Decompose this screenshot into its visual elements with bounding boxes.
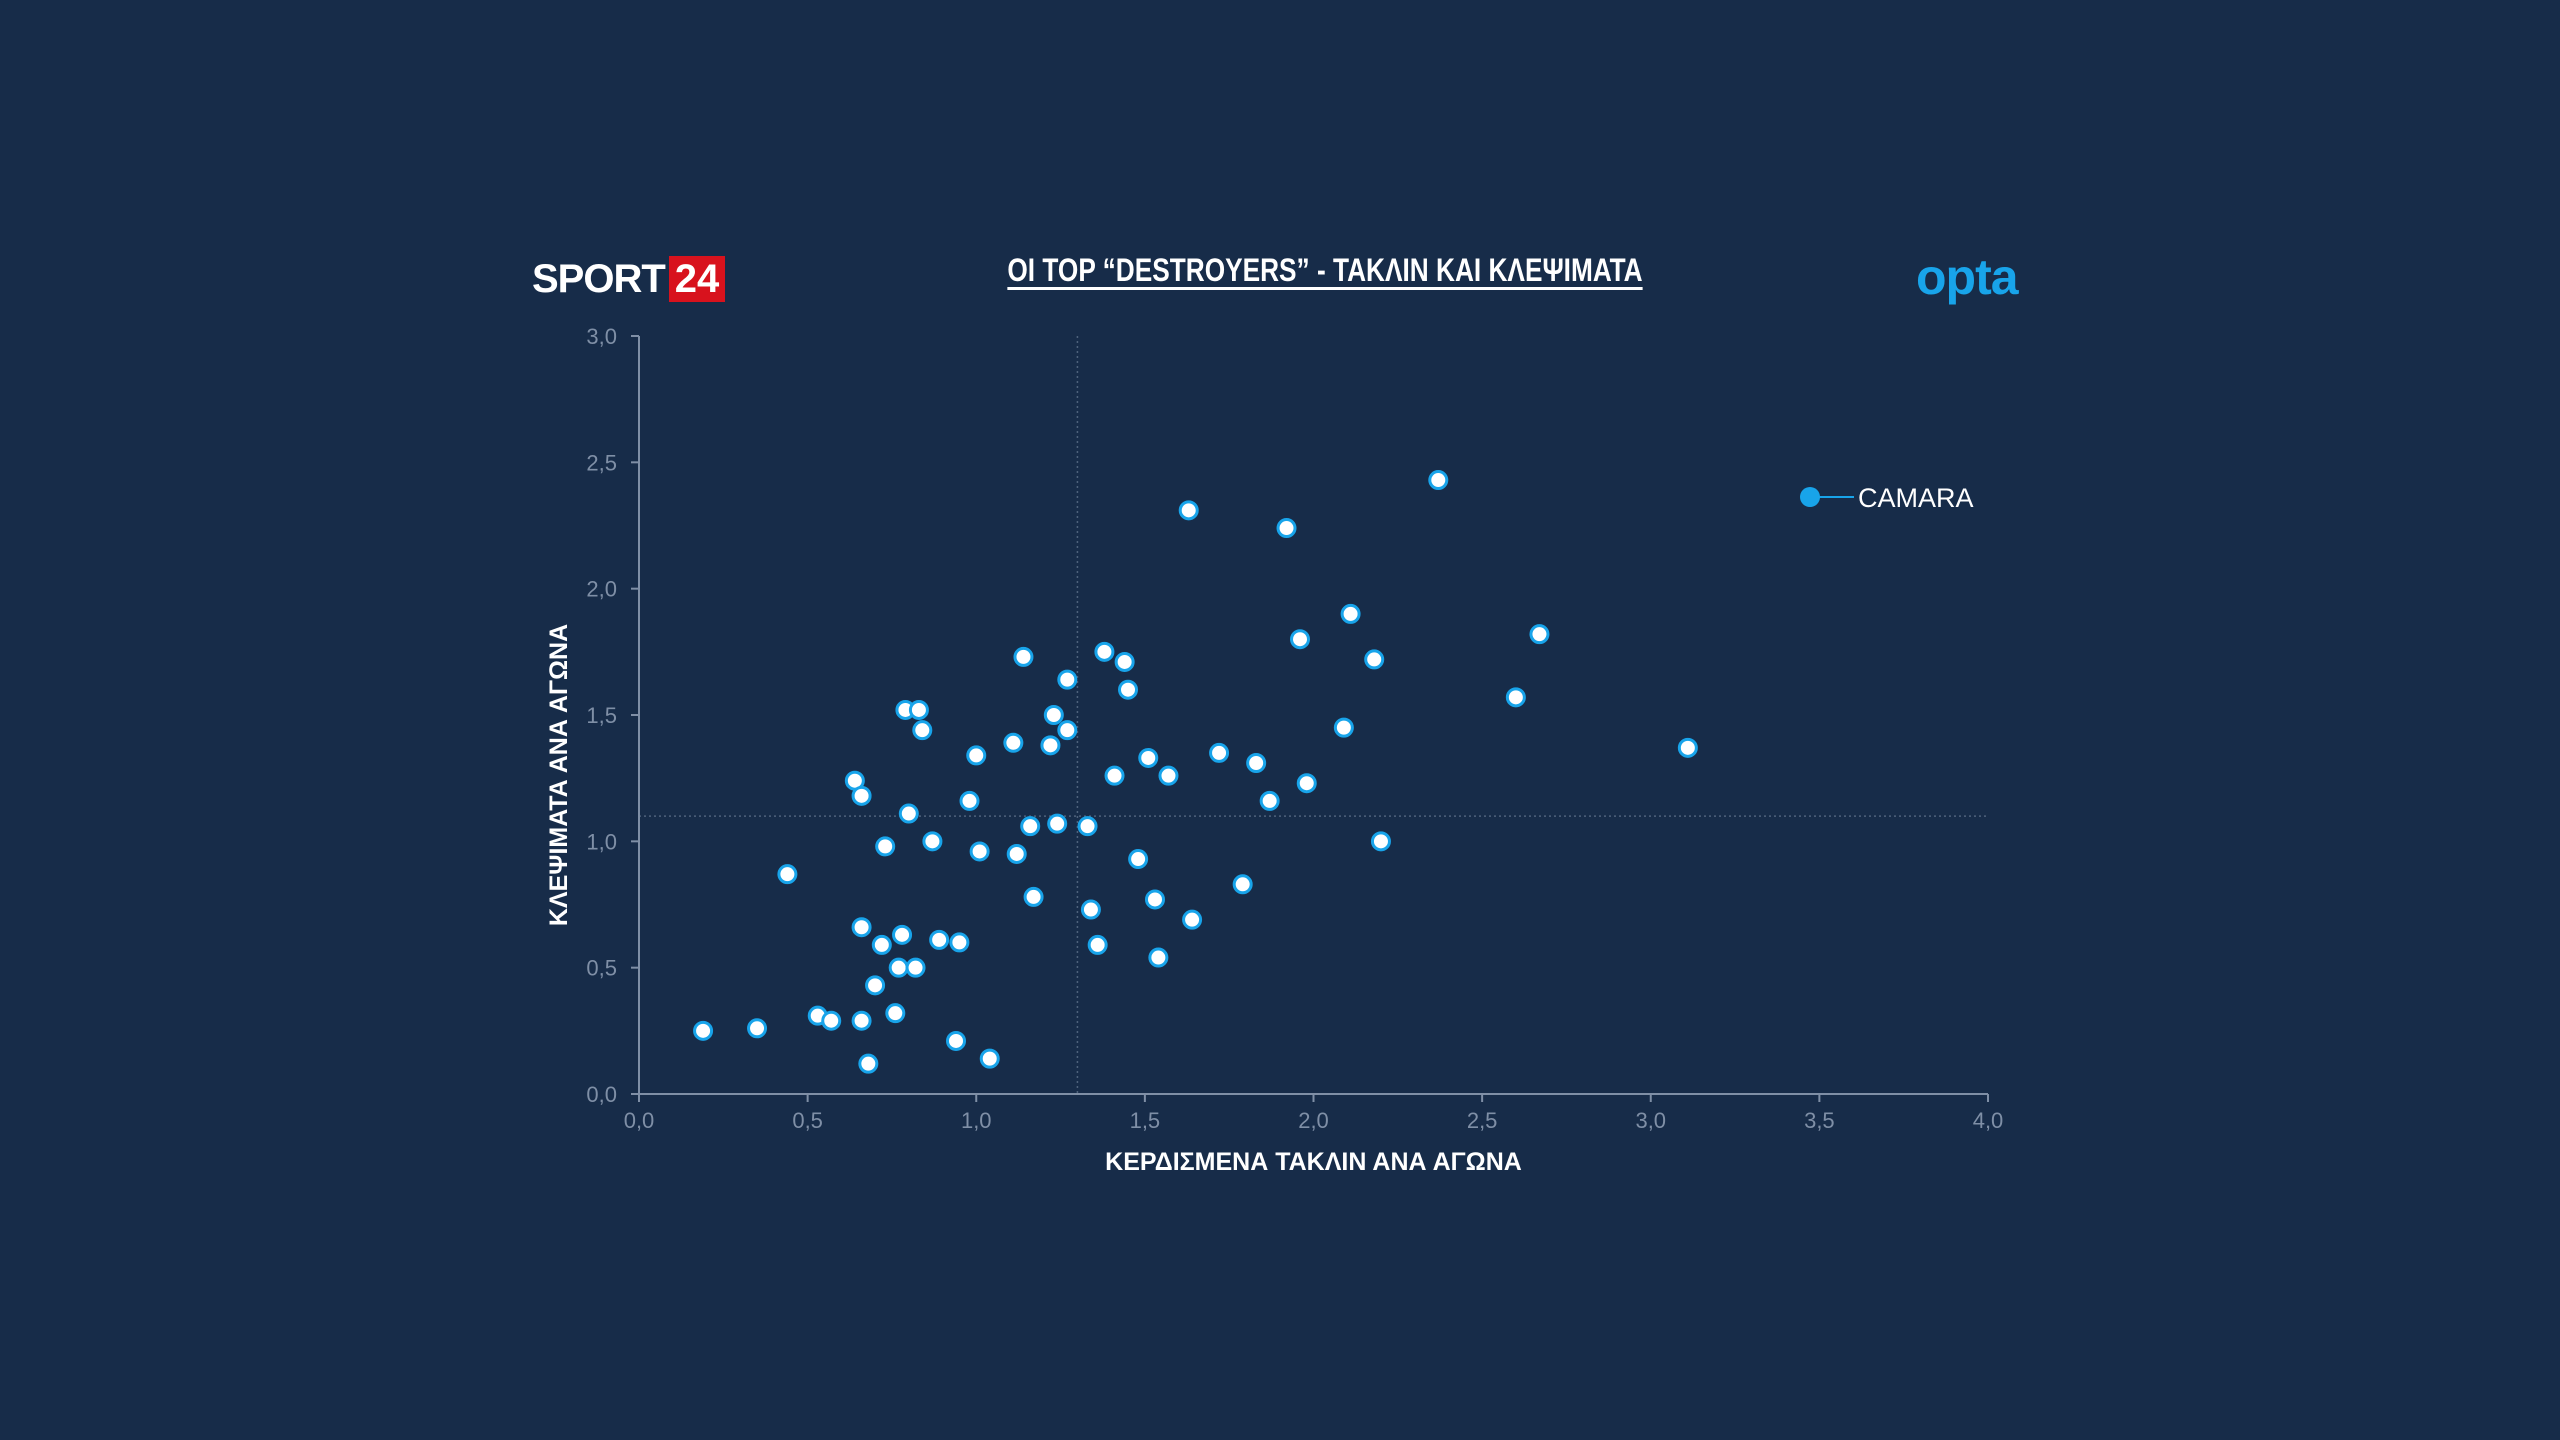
data-point — [1094, 641, 1115, 662]
data-point — [922, 831, 943, 852]
data-point — [1428, 470, 1449, 491]
legend-label: CAMARA — [1858, 483, 1974, 513]
y-tick-label: 0,5 — [586, 956, 617, 981]
data-point — [1087, 934, 1108, 955]
y-tick-label: 2,5 — [586, 450, 617, 475]
y-tick-label: 2,0 — [586, 577, 617, 602]
x-tick-label: 2,0 — [1298, 1108, 1329, 1133]
data-point — [1370, 831, 1391, 852]
y-tick-label: 1,0 — [586, 829, 617, 854]
data-point — [1259, 790, 1280, 811]
data-point — [1529, 624, 1550, 645]
data-point — [1333, 717, 1354, 738]
data-point — [949, 932, 970, 953]
data-point — [1077, 816, 1098, 837]
data-point — [908, 699, 929, 720]
brand-word: SPORT — [532, 256, 666, 301]
data-point — [1364, 649, 1385, 670]
data-point — [929, 929, 950, 950]
data-point — [1040, 735, 1061, 756]
data-point — [821, 1010, 842, 1031]
data-point — [1006, 843, 1027, 864]
data-point — [888, 957, 909, 978]
data-point — [892, 924, 913, 945]
data-point — [1043, 705, 1064, 725]
data-point — [1118, 679, 1139, 700]
data-point — [969, 841, 990, 862]
data-point — [966, 745, 987, 766]
data-point — [1209, 742, 1230, 763]
x-tick-label: 3,5 — [1804, 1108, 1835, 1133]
x-tick-label: 0,5 — [792, 1108, 823, 1133]
data-point — [851, 1010, 872, 1031]
data-point — [871, 934, 892, 955]
brand-number: 24 — [668, 256, 726, 302]
y-tick-label: 0,0 — [586, 1082, 617, 1107]
data-point — [1158, 765, 1179, 786]
data-point — [1057, 669, 1078, 690]
x-tick-label: 3,0 — [1635, 1108, 1666, 1133]
data-point — [1080, 899, 1101, 920]
data-point — [858, 1053, 879, 1074]
data-point — [1023, 886, 1044, 907]
legend-marker — [1800, 487, 1820, 507]
data-point — [912, 720, 933, 741]
data-point — [1246, 753, 1267, 774]
y-tick-label: 3,0 — [586, 324, 617, 349]
x-tick-label: 0,0 — [624, 1108, 655, 1133]
x-tick-label: 4,0 — [1973, 1108, 2004, 1133]
data-point — [1290, 629, 1311, 650]
data-point — [1114, 651, 1135, 672]
data-point — [1178, 500, 1199, 521]
data-point — [1104, 765, 1125, 786]
y-tick-label: 1,5 — [586, 703, 617, 728]
data-point — [905, 957, 926, 978]
data-point — [851, 785, 872, 806]
data-point — [865, 975, 886, 996]
data-point — [1505, 687, 1526, 708]
data-point — [875, 836, 896, 857]
data-point — [885, 1003, 906, 1024]
data-point — [1232, 874, 1253, 895]
data-point — [777, 864, 798, 885]
data-point — [851, 917, 872, 938]
data-point — [1020, 816, 1041, 837]
data-point — [1148, 947, 1169, 968]
data-point — [1340, 603, 1361, 624]
data-point — [1047, 813, 1068, 834]
data-point — [1677, 737, 1698, 758]
data-point — [1144, 889, 1165, 910]
x-tick-label: 2,5 — [1467, 1108, 1498, 1133]
data-point — [898, 803, 919, 824]
data-point — [946, 1030, 967, 1051]
x-axis-label: ΚΕΡΔΙΣΜΕΝΑ ΤΑΚΛΙΝ ΑΝΑ ΑΓΩΝΑ — [1105, 1148, 1522, 1176]
x-tick-label: 1,5 — [1130, 1108, 1161, 1133]
data-point — [693, 1020, 714, 1041]
chart-title: ΟΙ TOP “DESTROYERS” - ΤΑΚΛΙΝ ΚΑΙ ΚΛΕΨΙΜΑ… — [1007, 252, 1643, 288]
data-point — [1003, 732, 1024, 753]
x-tick-label: 1,0 — [961, 1108, 992, 1133]
opta-logo: opta — [1916, 249, 2019, 305]
data-point — [979, 1048, 1000, 1069]
data-point — [1138, 747, 1159, 768]
data-point — [959, 790, 980, 811]
data-point — [1013, 646, 1034, 667]
y-axis-label: ΚΛΕΨΙΜΑΤΑ ΑΝΑ ΑΓΩΝΑ — [545, 624, 573, 926]
data-point — [747, 1018, 768, 1039]
data-point — [1057, 720, 1078, 741]
data-point — [1182, 909, 1203, 930]
data-point — [1296, 773, 1317, 794]
sport24-logo: SPORT 24 — [532, 254, 726, 304]
data-point — [1276, 518, 1297, 539]
data-point — [1128, 849, 1149, 870]
